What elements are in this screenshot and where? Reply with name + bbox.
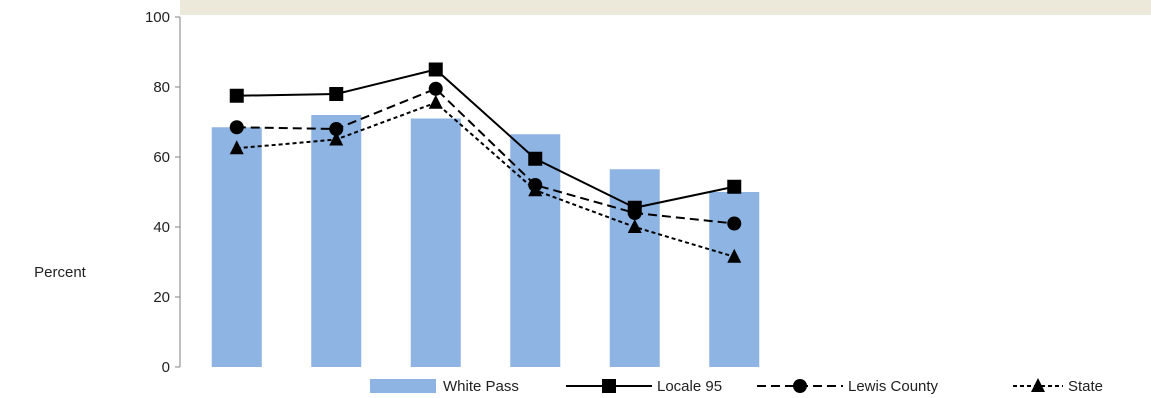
bar-white-pass (211, 127, 262, 367)
line-series-lewis-county (229, 81, 742, 231)
y-tick-label: 100 (145, 9, 170, 26)
y-axis-ticks: 0 20 40 60 80 100 (145, 9, 180, 376)
point-locale-95 (428, 62, 443, 77)
legend-marker (793, 379, 807, 393)
legend-marker (602, 379, 616, 393)
line-series-state (229, 94, 742, 263)
point-lewis-county (627, 206, 642, 220)
point-state (229, 140, 244, 155)
bar-white-pass (410, 118, 461, 367)
y-tick-label: 0 (162, 359, 170, 376)
legend-item-white-pass: White Pass (370, 378, 519, 395)
legend-label: Lewis County (848, 378, 939, 395)
series-line-locale-95 (236, 68, 735, 209)
y-tick-label: 80 (153, 79, 170, 96)
legend-label: State (1068, 378, 1103, 395)
point-state (528, 182, 543, 197)
legend-item-locale-95: Locale 95 (566, 378, 722, 395)
legend: White Pass Locale 95 Lewis County State (370, 378, 1103, 395)
series-line-lewis-county (236, 87, 735, 225)
point-state (627, 219, 642, 233)
point-lewis-county (229, 120, 244, 135)
legend-swatch (370, 379, 436, 393)
point-locale-95 (329, 87, 344, 101)
legend-item-state: State (1013, 378, 1103, 395)
point-lewis-county (428, 81, 443, 96)
legend-marker (1031, 378, 1045, 392)
point-locale-95 (528, 151, 543, 166)
y-tick-label: 40 (153, 219, 170, 236)
legend-label: White Pass (443, 378, 519, 395)
line-series (229, 62, 742, 263)
point-lewis-county (727, 216, 742, 231)
y-tick-label: 60 (153, 149, 170, 166)
point-state (428, 94, 443, 109)
chart-header-band (180, 0, 1151, 15)
bar-white-pass (510, 134, 561, 367)
legend-label: Locale 95 (657, 378, 722, 395)
legend-item-lewis-county: Lewis County (757, 378, 939, 395)
point-lewis-county (329, 122, 344, 136)
point-locale-95 (229, 88, 244, 103)
point-locale-95 (727, 179, 742, 194)
point-state (727, 248, 742, 263)
y-axis-label: Percent (34, 264, 87, 281)
point-state (329, 131, 344, 146)
bar-series-white-pass (211, 115, 760, 367)
line-series-locale-95 (229, 62, 742, 215)
bar-white-pass (311, 115, 362, 367)
y-tick-label: 20 (153, 289, 170, 306)
